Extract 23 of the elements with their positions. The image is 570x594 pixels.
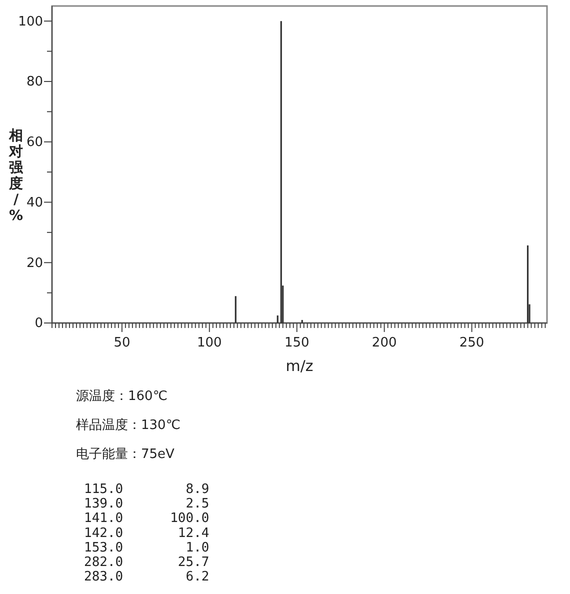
y-tick-label: 20 bbox=[26, 256, 43, 271]
x-axis-title: m/z bbox=[286, 357, 314, 375]
x-tick-label: 250 bbox=[459, 335, 484, 350]
y-tick-label: 80 bbox=[26, 74, 43, 90]
text: 源温度：160℃ bbox=[76, 388, 168, 404]
text: 样品温度：130℃ bbox=[76, 417, 180, 433]
y-tick-label: 100 bbox=[18, 14, 43, 30]
x-tick-label: 100 bbox=[197, 335, 222, 350]
y-tick-label: 40 bbox=[26, 195, 43, 210]
x-tick-label: 200 bbox=[372, 335, 397, 350]
text: 282.0 25.7 bbox=[84, 555, 210, 570]
text: 115.0 8.9 bbox=[84, 482, 210, 497]
text: 153.0 1.0 bbox=[84, 540, 210, 556]
text: 141.0 100.0 bbox=[84, 511, 210, 526]
y-tick-label: 60 bbox=[26, 135, 43, 150]
text: 139.0 2.5 bbox=[84, 496, 210, 512]
x-tick-label: 50 bbox=[114, 335, 130, 350]
y-tick-label: 0 bbox=[34, 316, 43, 332]
x-tick-label: 150 bbox=[284, 335, 310, 350]
text: 142.0 12.4 bbox=[84, 526, 210, 541]
y-axis-title: 相对强度/% bbox=[8, 128, 24, 224]
text: 电子能量：75eV bbox=[76, 447, 175, 462]
text: 283.0 6.2 bbox=[84, 570, 210, 585]
